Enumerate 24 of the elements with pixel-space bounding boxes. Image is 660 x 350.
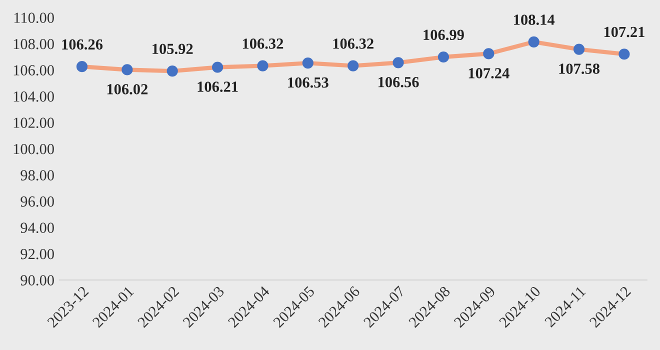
data-label: 106.56 <box>378 76 419 88</box>
y-tick-label: 92.00 <box>20 248 54 260</box>
data-label: 106.26 <box>62 39 103 50</box>
data-label: 106.21 <box>198 82 238 92</box>
y-tick-label: 94.00 <box>20 222 54 234</box>
y-tick-label: 104.00 <box>14 91 54 102</box>
data-label: 106.99 <box>424 30 464 40</box>
y-tick-label: 100.00 <box>14 144 54 154</box>
data-label: 107.58 <box>559 64 600 74</box>
data-label: 107.24 <box>468 68 510 78</box>
y-tick-label: 110.00 <box>14 12 54 24</box>
y-tick-label: 96.00 <box>20 196 54 207</box>
data-label: 106.32 <box>242 38 284 49</box>
y-tick-label: 106.00 <box>14 65 54 76</box>
data-label: 108.14 <box>514 14 555 25</box>
data-label: 107.21 <box>604 26 644 38</box>
y-tick-label: 102.00 <box>14 118 54 128</box>
data-label: 105.92 <box>152 44 193 54</box>
y-tick-label: 90.00 <box>20 275 54 286</box>
y-tick-label: 108.00 <box>14 38 54 50</box>
data-label: 106.02 <box>107 84 148 94</box>
y-tick-label: 98.00 <box>20 170 54 181</box>
data-label: 106.53 <box>288 77 328 88</box>
data-label: 106.32 <box>333 38 374 49</box>
